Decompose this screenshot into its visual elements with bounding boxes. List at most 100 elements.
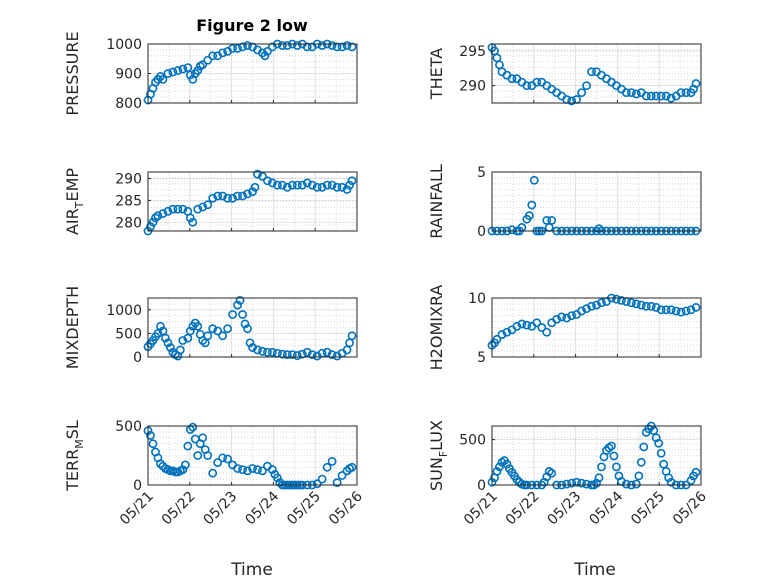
data-point — [282, 182, 292, 192]
data-point — [153, 211, 163, 221]
data-point — [158, 209, 168, 218]
data-point — [282, 41, 292, 50]
data-point — [228, 193, 237, 203]
data-point — [327, 41, 337, 50]
data-point — [148, 217, 158, 227]
data-point — [671, 306, 681, 316]
data-point — [654, 438, 664, 448]
data-point — [307, 350, 317, 360]
data-point — [502, 327, 512, 337]
data-point — [253, 465, 262, 475]
data-point — [151, 213, 160, 223]
data-point — [168, 204, 178, 214]
data-point — [651, 303, 661, 312]
data-point — [218, 48, 228, 58]
data-point — [193, 321, 203, 331]
data-point — [240, 319, 250, 329]
y-axis-label-0: PRESSURE — [63, 31, 82, 115]
data-point — [163, 338, 173, 348]
y-tick-label: 5 — [477, 165, 486, 181]
data-point — [676, 88, 686, 97]
data-point — [691, 303, 701, 312]
data-point — [522, 81, 532, 91]
data-point — [646, 91, 656, 101]
data-point — [572, 477, 581, 487]
data-point — [223, 193, 233, 203]
x-tick-label: 05/26 — [326, 488, 366, 528]
data-point — [594, 473, 604, 483]
data-point — [562, 479, 572, 489]
data-point — [198, 336, 208, 345]
subplot-theta: 290 295 THETA — [427, 43, 702, 106]
data-point — [258, 346, 267, 356]
data-point — [582, 304, 591, 314]
data-point — [235, 295, 245, 305]
data-point — [532, 77, 542, 87]
data-point — [287, 180, 297, 190]
data-point — [651, 91, 661, 101]
data-point — [183, 63, 193, 72]
x-tick-label: 05/23 — [545, 489, 585, 529]
data-point — [268, 465, 277, 475]
data-point — [664, 473, 674, 483]
figure-title: Figure 2 low — [196, 16, 308, 35]
data-point — [193, 204, 203, 214]
data-point — [218, 453, 228, 463]
y-axis-label-7: SUNFLUX — [427, 420, 450, 491]
data-point — [317, 41, 327, 50]
y-tick-label: 500 — [115, 419, 142, 435]
data-point — [592, 300, 601, 310]
data-point — [178, 336, 188, 345]
data-point — [507, 74, 517, 84]
data-point — [641, 301, 651, 311]
data-point — [233, 300, 242, 310]
subplot-terr-msl: 0 500 TERRMSL 05/21 05/22 05/23 05/24 05/25 05/2… — [63, 419, 366, 528]
y-tick-label: 1000 — [106, 37, 142, 53]
data-point — [612, 294, 621, 304]
data-point — [228, 44, 237, 53]
data-point — [634, 471, 644, 481]
data-point — [347, 331, 357, 341]
data-point — [317, 474, 327, 484]
data-point — [173, 66, 183, 75]
data-point — [512, 321, 522, 331]
data-point — [248, 343, 257, 352]
data-point — [223, 454, 233, 464]
y-axis-label-3: RAINFALL — [427, 164, 446, 239]
subplot-air-temp: 280 285 290 AIRTEMP — [63, 168, 358, 236]
data-point — [337, 471, 347, 480]
y-tick-label: 0 — [133, 478, 142, 494]
data-point — [258, 466, 267, 476]
data-point — [185, 70, 195, 80]
data-point — [233, 44, 242, 53]
data-point — [238, 191, 247, 201]
data-point — [213, 326, 223, 336]
data-point — [626, 298, 636, 308]
data-point — [609, 451, 619, 461]
data-point — [532, 318, 542, 328]
data-point — [307, 180, 317, 190]
data-point — [163, 206, 173, 216]
data-point — [173, 204, 183, 214]
data-point — [332, 42, 342, 52]
data-point — [243, 324, 252, 334]
data-point — [272, 180, 282, 190]
data-point — [347, 462, 357, 472]
data-point — [218, 191, 228, 201]
data-point — [198, 60, 208, 70]
data-point — [631, 479, 641, 489]
data-point — [161, 333, 170, 343]
data-point — [213, 191, 223, 201]
axes-frame — [491, 171, 702, 232]
data-point — [277, 41, 287, 50]
data-point — [203, 331, 213, 341]
data-point — [524, 211, 534, 221]
data-point — [322, 347, 332, 357]
data-point — [248, 464, 257, 473]
data-point — [327, 180, 337, 190]
data-point — [332, 182, 342, 192]
data-point — [175, 345, 185, 355]
data-point — [292, 41, 302, 50]
data-point — [277, 180, 287, 190]
